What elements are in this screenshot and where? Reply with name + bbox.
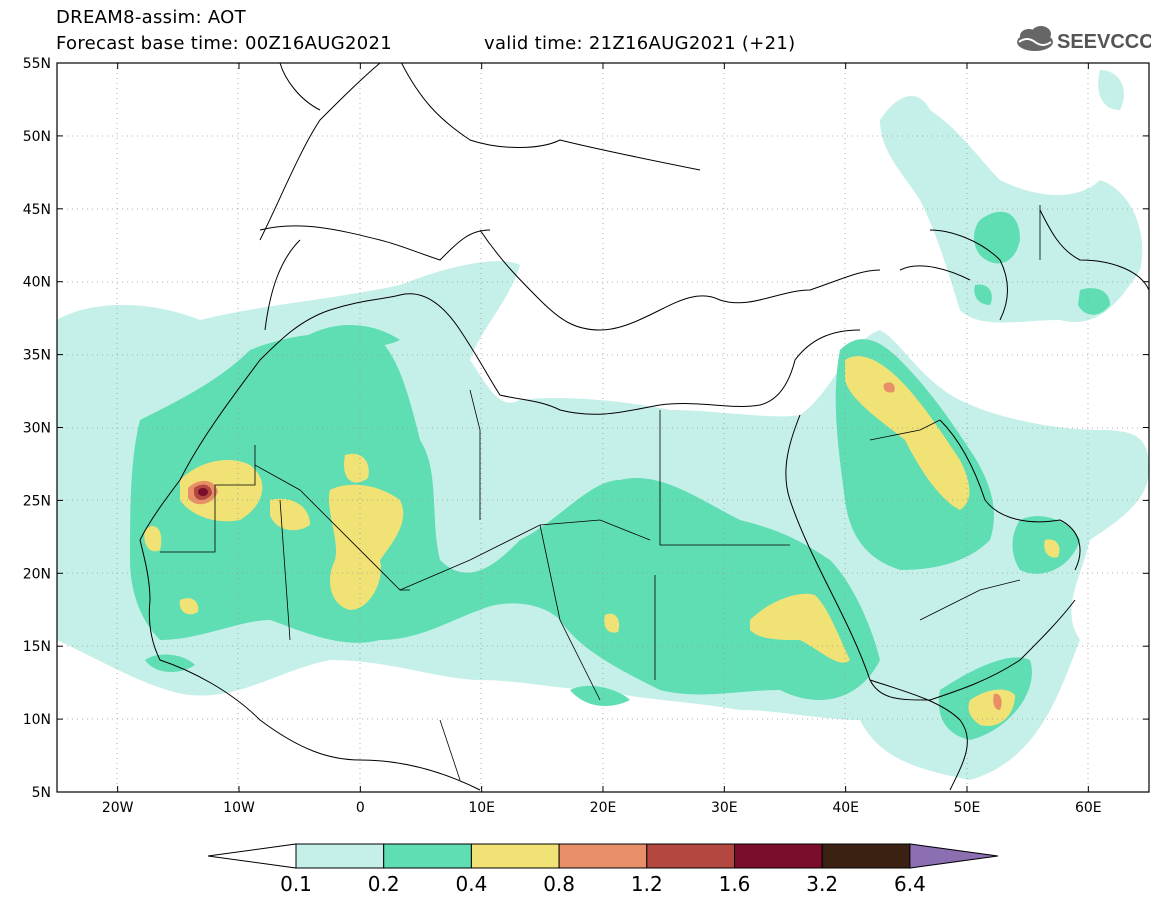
colorbar-label: 6.4 [894, 872, 926, 896]
colorbar-swatch [558, 843, 648, 869]
colorbar-label: 1.2 [631, 872, 663, 896]
lat-label: 40N [23, 275, 51, 291]
colorbar-label: 0.2 [368, 872, 400, 896]
colorbar-over-triangle [909, 843, 998, 869]
lon-label: 30E [711, 800, 738, 816]
cloud-icon [1017, 26, 1053, 51]
colorbar-label: 0.4 [455, 872, 487, 896]
aot-field [57, 63, 1149, 792]
lon-label: 20E [590, 800, 617, 816]
lon-label: 10W [223, 800, 255, 816]
lat-label: 10N [23, 712, 51, 728]
lat-label: 15N [23, 639, 51, 655]
graticule [57, 63, 1149, 792]
lon-label: 60E [1075, 800, 1102, 816]
colorbar-under-triangle [207, 843, 297, 869]
colorbar-label: 3.2 [806, 872, 838, 896]
map-title: DREAM8-assim: AOT [56, 7, 246, 28]
lat-label: 20N [23, 566, 51, 582]
lat-label: 25N [23, 493, 51, 509]
latitude-labels: 55N 50N 45N 40N 35N 30N 25N 20N 15N 10N 5N [23, 56, 51, 801]
colorbar-label: 0.8 [543, 872, 575, 896]
lat-label: 30N [23, 421, 51, 437]
lat-label: 50N [23, 129, 51, 145]
aot-layer-1-6 [198, 488, 208, 496]
country-borders [160, 205, 1041, 781]
coastlines [139, 63, 1149, 791]
colorbar-swatch [734, 843, 823, 869]
axis-ticks [57, 62, 1149, 793]
lat-label: 55N [23, 56, 51, 72]
colorbar-swatch [470, 843, 560, 869]
lon-label: 40E [832, 800, 859, 816]
colorbar-swatch [821, 843, 911, 869]
lon-label: 0 [356, 800, 365, 816]
logo-text: SEEVCCC [1057, 31, 1151, 53]
lon-label: 50E [954, 800, 981, 816]
colorbar-swatch [383, 843, 472, 869]
aot-layer-0-4 [144, 356, 1060, 726]
lon-label: 10E [468, 800, 495, 816]
colorbar-swatch [646, 843, 735, 869]
seevccc-logo: SEEVCCC [1017, 26, 1151, 53]
lon-label: 20W [102, 800, 134, 816]
colorbar-label: 0.1 [280, 872, 312, 896]
valid-time: valid time: 21Z16AUG2021 (+21) [484, 33, 796, 54]
longitude-labels: 20W 10W 0 10E 20E 30E 40E 50E 60E [102, 800, 1102, 816]
colorbar-swatch [295, 843, 385, 869]
forecast-base-time: Forecast base time: 00Z16AUG2021 [56, 33, 392, 54]
colorbar-label: 1.6 [719, 872, 751, 896]
lat-label: 5N [32, 785, 51, 801]
lat-label: 45N [23, 202, 51, 218]
lat-label: 35N [23, 348, 51, 364]
